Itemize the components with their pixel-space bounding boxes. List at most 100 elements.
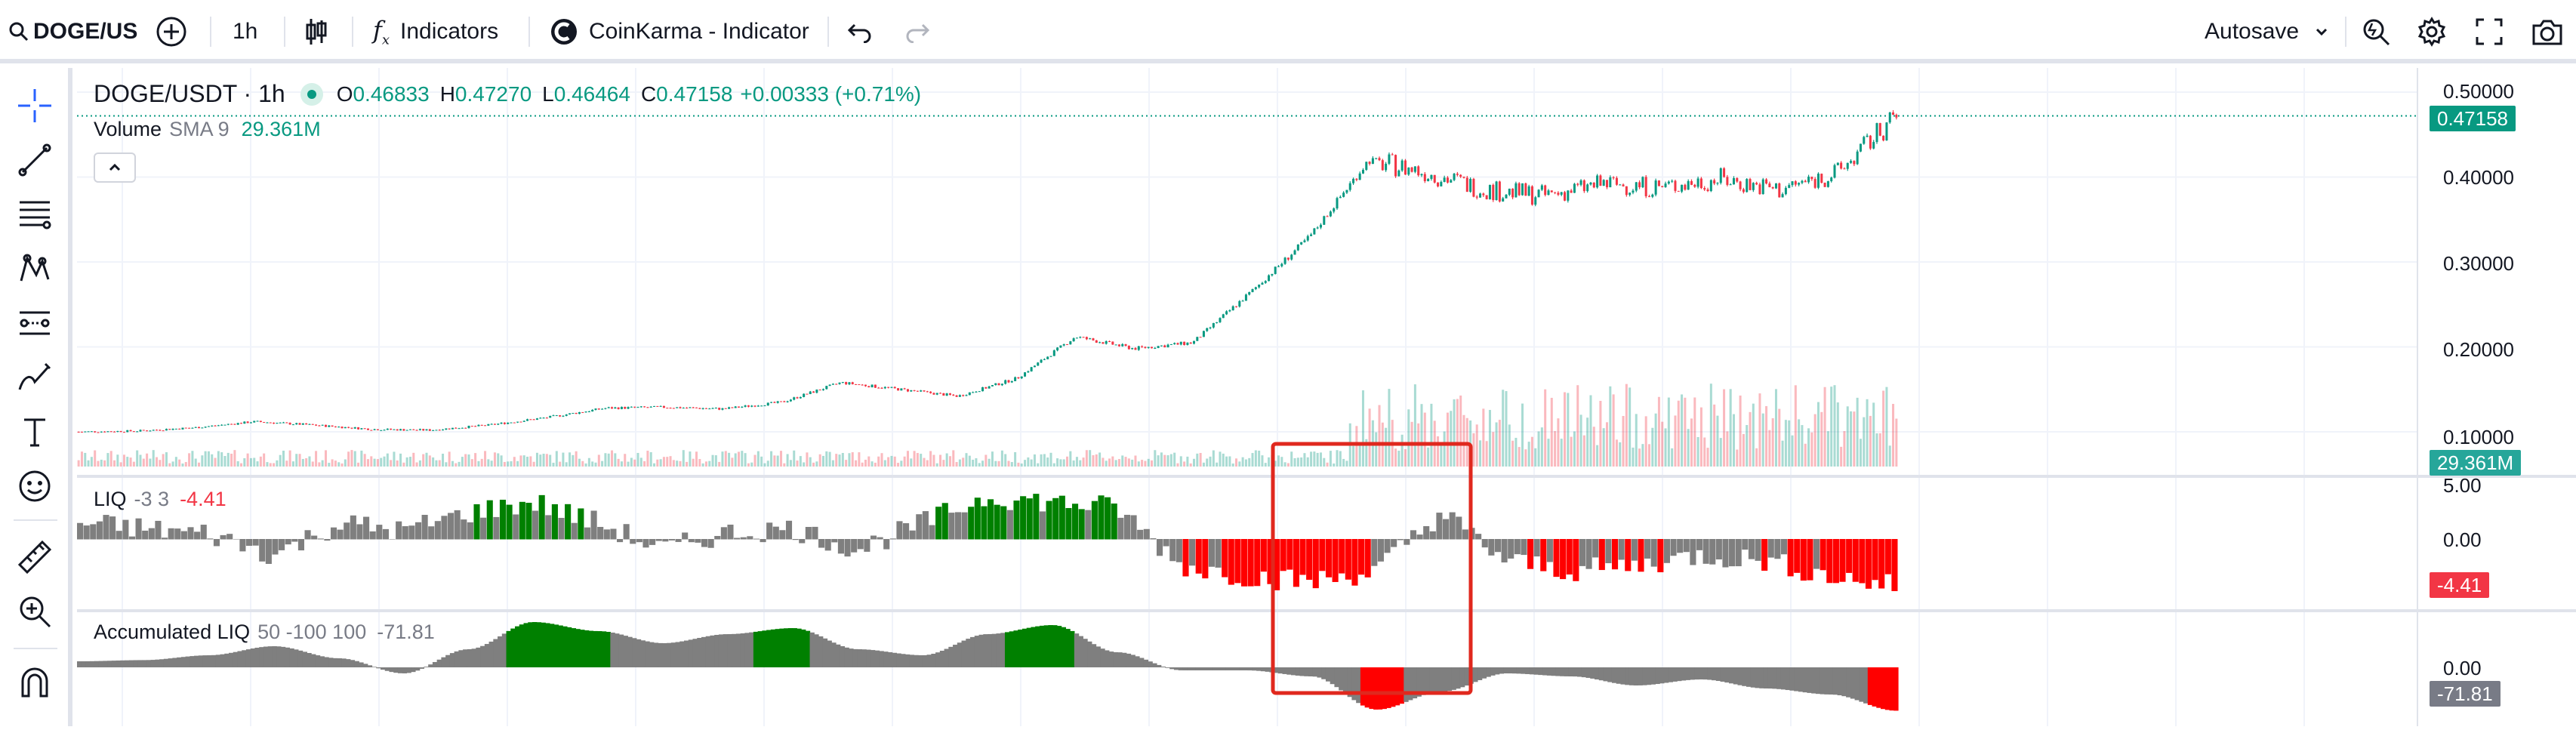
acc-liq-bar [1464, 667, 1470, 686]
acc-liq-bar [549, 624, 555, 667]
acc-liq-bar [81, 661, 87, 667]
volume-bar [1355, 426, 1358, 467]
candle-body [1443, 177, 1446, 183]
volume-bar [962, 457, 965, 467]
chart-area[interactable]: DOGE/USDT · 1h O 0.46833 H 0.47270 L 0.4646… [77, 68, 2576, 726]
fib-tool[interactable] [15, 195, 54, 234]
undo-button[interactable] [847, 0, 873, 63]
acc-liq-bar [159, 659, 165, 667]
candle-body [308, 424, 311, 425]
symbol-search[interactable]: DOGE/US [9, 0, 137, 63]
interval-button[interactable]: 1h [233, 0, 257, 63]
volume-bar [929, 451, 932, 467]
measure-tool[interactable] [15, 537, 54, 577]
candle-body [1105, 341, 1108, 344]
volume-legend[interactable]: Volume SMA 9 29.361M [94, 118, 321, 141]
collapse-legend-button[interactable] [94, 152, 136, 183]
volume-bar [1147, 458, 1150, 467]
candle-body [955, 395, 958, 397]
volume-bar [1859, 439, 1862, 467]
acc-liq-bar [1546, 667, 1552, 676]
magnet-tool[interactable] [15, 663, 54, 702]
liq-bar [297, 539, 304, 551]
candle-body [480, 424, 483, 426]
acc-liq-bar [966, 639, 971, 667]
acc-liq-bar [805, 630, 811, 667]
volume-value: 29.361M [241, 118, 321, 140]
volume-bar [1192, 458, 1196, 467]
volume-bar [1264, 463, 1267, 467]
liq-bar [805, 527, 812, 540]
acc-liq-bar [1750, 667, 1756, 688]
acc-liq-bar [1560, 667, 1565, 676]
liq-bar [1429, 531, 1436, 540]
zoom-tool[interactable] [15, 592, 54, 631]
liq-bar [714, 535, 721, 540]
brush-tool[interactable] [15, 358, 54, 397]
crosshair-tool[interactable] [15, 86, 54, 125]
candle-body [965, 395, 968, 396]
volume-bar [1709, 383, 1712, 467]
indicators-button[interactable]: fx Indicators [373, 0, 498, 63]
acc-liq-bar [1391, 667, 1396, 707]
volume-bar [1882, 390, 1885, 467]
liq-bar [903, 523, 910, 540]
symbol-interval[interactable]: DOGE/USDT · 1h [94, 80, 285, 107]
autosave-dropdown[interactable]: Autosave [2205, 0, 2331, 63]
liq-bar [988, 499, 994, 540]
candle-body [617, 407, 620, 409]
acc-liq-bar [202, 655, 208, 667]
symbol-label: DOGE/US [33, 19, 138, 44]
liq-bar [109, 516, 116, 540]
candle-body [542, 417, 545, 419]
candle-body [194, 427, 197, 428]
candle-body [1758, 184, 1761, 195]
text-tool[interactable] [15, 412, 54, 451]
volume-bar [1579, 414, 1582, 467]
coinkarma-indicator-button[interactable]: CoinKarma - Indicator [550, 0, 809, 63]
volume-bar [1163, 454, 1166, 467]
liq-bar [812, 526, 818, 540]
screenshot-button[interactable] [2531, 0, 2564, 63]
emoji-tool[interactable] [15, 467, 54, 506]
candle-body [1427, 178, 1430, 181]
main-legend: DOGE/USDT · 1h O 0.46833 H 0.47270 L 0.4646… [94, 80, 921, 108]
volume-bar [1333, 463, 1336, 467]
redo-button[interactable] [904, 0, 930, 63]
volume-bar [545, 454, 548, 467]
acc-liq-bar [1200, 667, 1205, 670]
trend-line-tool[interactable] [15, 140, 54, 180]
pattern-tool[interactable] [15, 249, 54, 288]
candle-body [1823, 183, 1826, 187]
acc-liq-bar [618, 634, 624, 667]
candle-body [1151, 347, 1154, 349]
candle-body [828, 384, 831, 387]
settings-button[interactable] [2416, 0, 2448, 63]
candle-body [1413, 166, 1416, 172]
volume-bar [1082, 457, 1085, 467]
acc-liq-legend[interactable]: Accumulated LIQ 50 -100 100 -71.81 [94, 621, 435, 644]
liq-legend[interactable]: LIQ -3 3 -4.41 [94, 488, 226, 511]
candle-body [1043, 359, 1046, 360]
acc-liq-bar [792, 628, 797, 667]
acc-liq-bar [1438, 667, 1444, 692]
volume-bar [1378, 405, 1381, 467]
chart-type-button[interactable] [305, 0, 328, 63]
acc-liq-bar [125, 660, 130, 667]
candle-body [181, 427, 184, 430]
volume-bar [1358, 445, 1361, 467]
acc-liq-bar [926, 655, 932, 667]
candle-body [366, 428, 369, 430]
fullscreen-button[interactable] [2475, 0, 2504, 63]
liq-bar [889, 538, 896, 540]
volume-bar [1564, 392, 1567, 467]
volume-bar [1622, 416, 1625, 467]
quick-search-button[interactable] [2360, 0, 2392, 63]
acc-liq-bar [1095, 646, 1101, 667]
prediction-tool[interactable] [15, 303, 54, 343]
liq-bar [513, 514, 519, 540]
candle-body [1160, 345, 1163, 347]
compare-add-button[interactable] [156, 0, 187, 63]
acc-liq-bar [1252, 667, 1257, 671]
acc-liq-bar [1854, 667, 1860, 701]
